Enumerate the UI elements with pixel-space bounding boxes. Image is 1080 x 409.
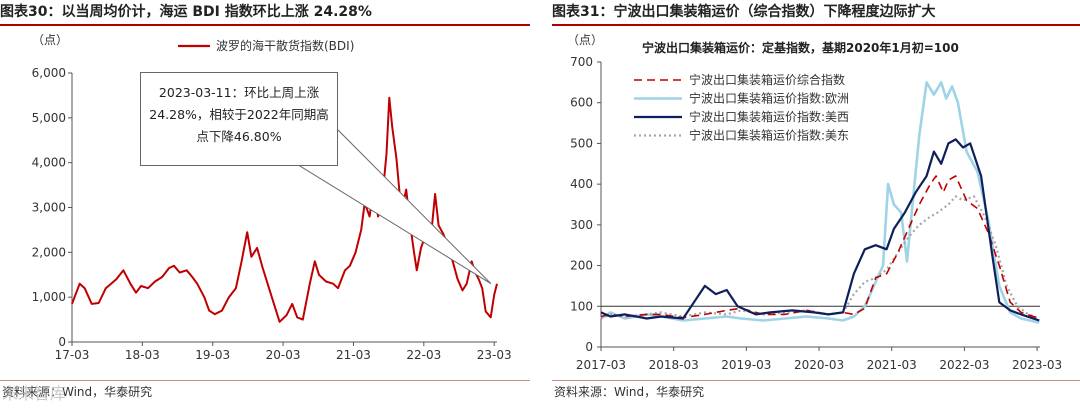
- x-tick-label: 2017-03: [576, 358, 626, 372]
- right-title-rule: [552, 24, 1080, 26]
- y-tick-label: 200: [570, 259, 593, 273]
- y-tick-label: 0: [58, 335, 66, 349]
- y-tick-label: 600: [570, 96, 593, 110]
- y-tick-label: 5,000: [32, 111, 66, 125]
- y-tick-label: 4,000: [32, 156, 66, 170]
- y-tick-label: 1,000: [32, 290, 66, 304]
- left-chart-title: 图表30：以当周均价计，海运 BDI 指数环比上涨 24.28%: [0, 4, 372, 20]
- x-tick-label: 2021-03: [867, 358, 917, 372]
- bdi-series-line: [71, 96, 498, 323]
- legend-label-bdi: 波罗的海干散货指数(BDI): [216, 38, 354, 53]
- x-tick-label: 23-03: [477, 348, 512, 362]
- right-chart-panel: 图表31：宁波出口集装箱运价（综合指数）下降程度边际扩大 （点） 宁波出口集装箱运…: [552, 0, 1080, 409]
- x-tick-label: 2018-03: [649, 358, 699, 372]
- left-title-rule: [0, 24, 530, 26]
- series-line-0: [600, 175, 1040, 320]
- series-line-1: [600, 81, 1040, 324]
- legend-label-2: 宁波出口集装箱运价指数:美西: [689, 109, 849, 124]
- bdi-annotation-box: 2023-03-11：环比上周上涨24.28%，相较于2022年同期高点下降46…: [140, 72, 338, 166]
- watermark: 未来智库: [2, 384, 67, 403]
- legend-label-1: 宁波出口集装箱运价指数:欧洲: [689, 91, 849, 106]
- legend-label-3: 宁波出口集装箱运价指数:美东: [689, 128, 849, 143]
- legend-label-0: 宁波出口集装箱运价综合指数: [689, 72, 845, 87]
- y-tick-label: 2,000: [32, 245, 66, 259]
- y-tick-label: 400: [570, 177, 593, 191]
- y-tick-label: 500: [570, 136, 593, 150]
- y-tick-label: 6,000: [32, 66, 66, 80]
- left-source: 资料来源：Wind，华泰研究: [2, 385, 153, 399]
- y-tick-label: 300: [570, 218, 593, 232]
- ningbo-freight-chart: （点） 宁波出口集装箱运价：定基指数，基期2020年1月初=100 0 100 200 3…: [567, 33, 1062, 372]
- x-tick-label: 21-03: [336, 348, 371, 362]
- x-tick-label: 2022-03: [939, 358, 989, 372]
- left-footer-rule: [0, 380, 530, 381]
- x-tick-label: 19-03: [195, 348, 230, 362]
- x-tick-label: 2023-03: [1012, 358, 1062, 372]
- x-tick-label: 20-03: [266, 348, 301, 362]
- x-tick-label: 17-03: [55, 348, 90, 362]
- y-tick-label: 3,000: [32, 201, 66, 215]
- y-tick-label: 0: [585, 340, 593, 354]
- series-line-3: [600, 195, 1040, 320]
- right-footer-rule: [552, 380, 1080, 381]
- series-line-2: [600, 138, 1040, 322]
- bdi-chart: （点） 0 1,000 2,000 3,000 4,000 5,000 6,000 17-03 1…: [32, 33, 512, 362]
- x-tick-label: 2019-03: [721, 358, 771, 372]
- y-tick-label: 700: [570, 55, 593, 69]
- right-chart-title: 图表31：宁波出口集装箱运价（综合指数）下降程度边际扩大: [552, 4, 936, 20]
- right-source: 资料来源：Wind，华泰研究: [554, 385, 705, 399]
- x-tick-label: 22-03: [406, 348, 441, 362]
- left-chart-panel: 图表30：以当周均价计，海运 BDI 指数环比上涨 24.28% （点） 0 1,0…: [0, 0, 530, 409]
- x-tick-label: 2020-03: [794, 358, 844, 372]
- x-tick-label: 18-03: [125, 348, 160, 362]
- chart-subtitle: 宁波出口集装箱运价：定基指数，基期2020年1月初=100: [642, 40, 959, 55]
- y-tick-label: 100: [570, 299, 593, 313]
- y-unit-label: （点）: [567, 33, 603, 47]
- y-unit-label: （点）: [32, 33, 68, 47]
